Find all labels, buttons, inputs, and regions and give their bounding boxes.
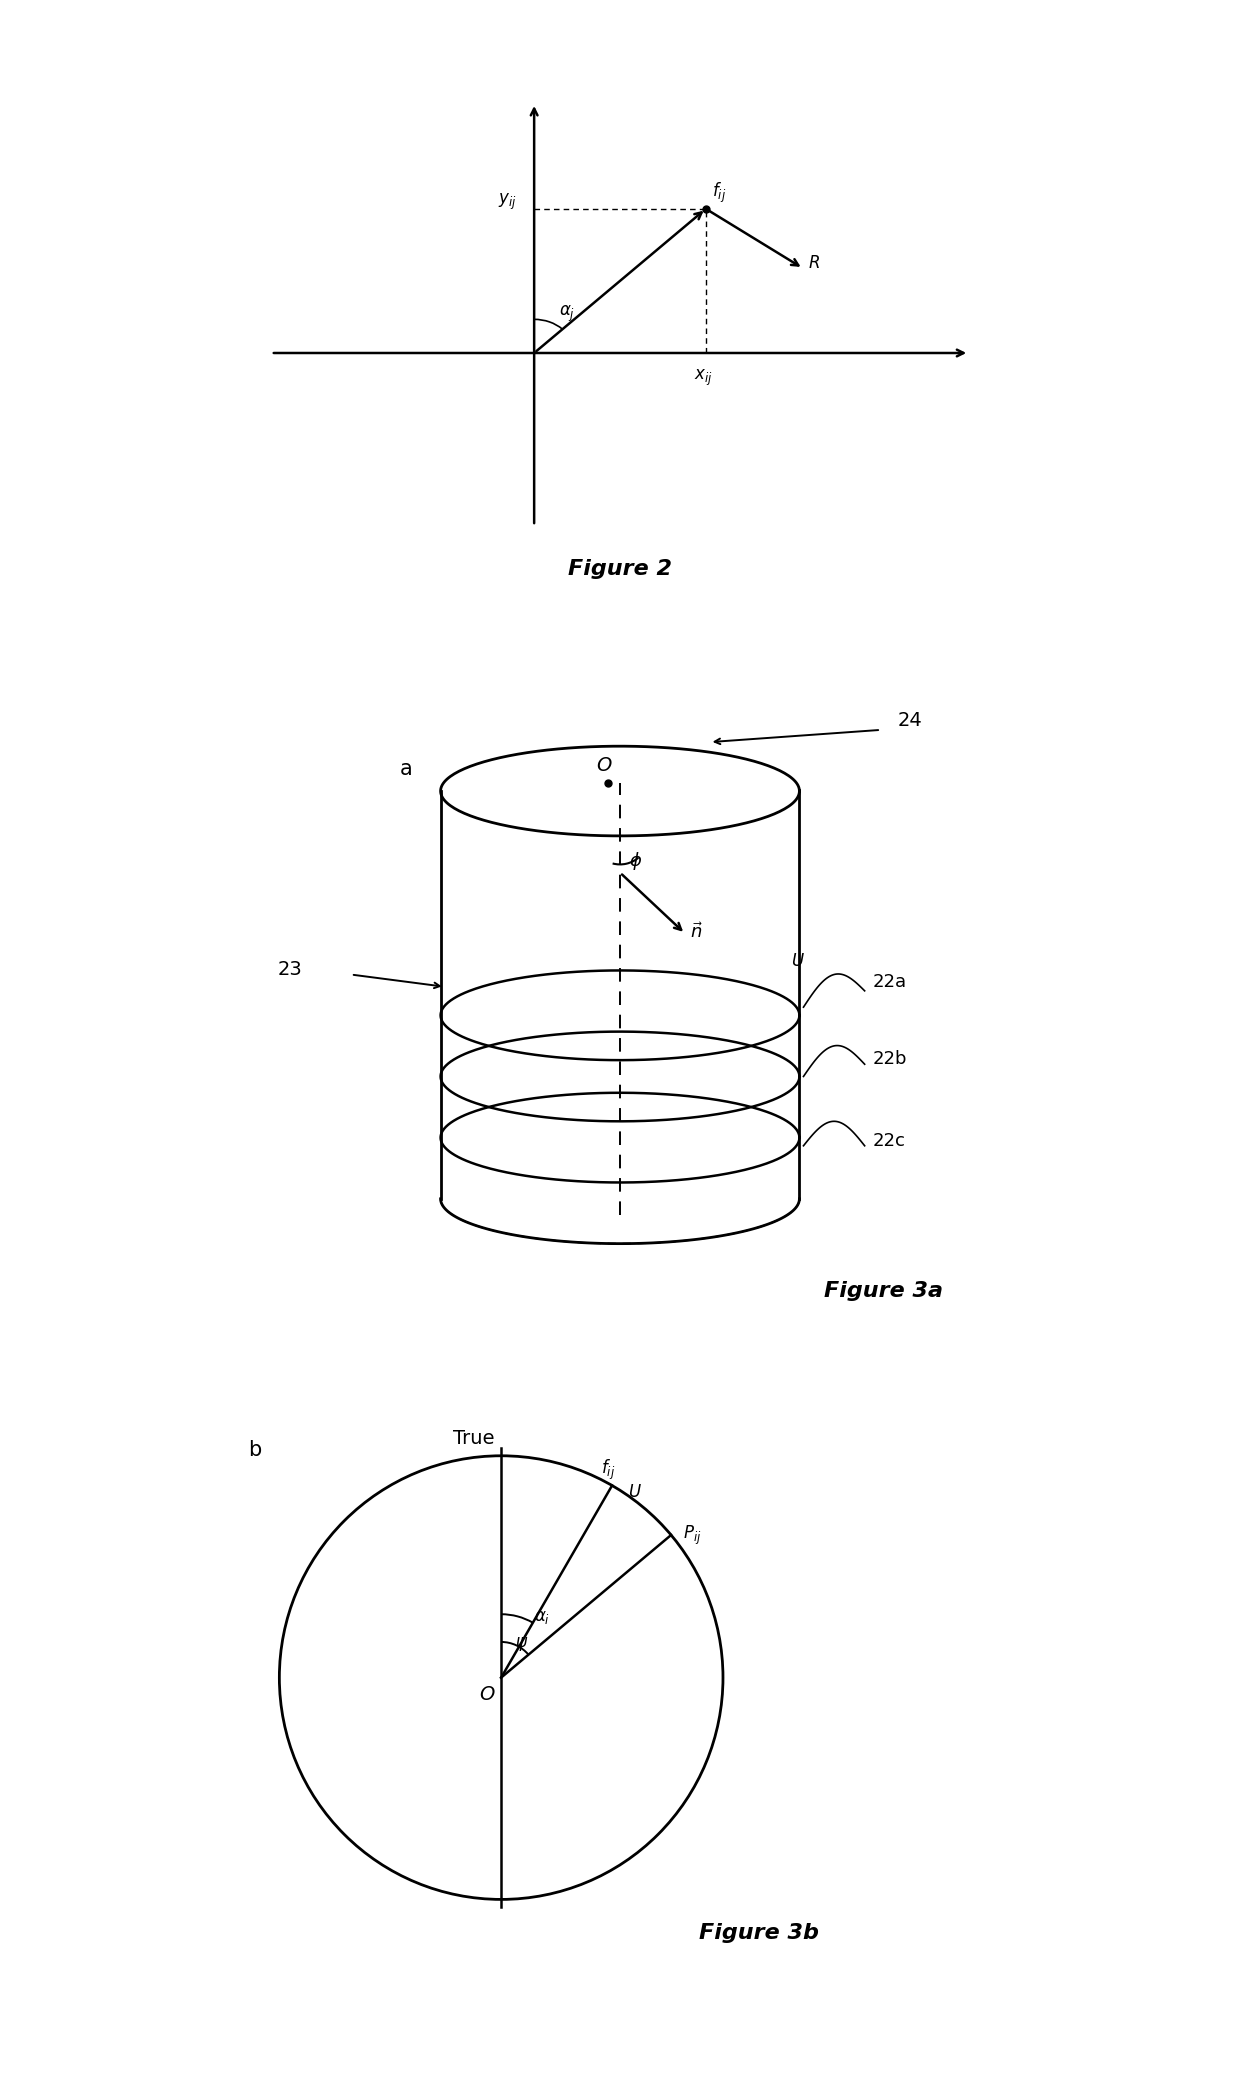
Text: $\alpha_j$: $\alpha_j$ — [559, 304, 575, 325]
Text: True: True — [453, 1428, 495, 1447]
Text: 24: 24 — [898, 711, 923, 730]
Text: R: R — [808, 254, 821, 273]
Text: b: b — [248, 1441, 260, 1460]
Text: 22a: 22a — [873, 973, 906, 990]
Text: $P_{ij}$: $P_{ij}$ — [683, 1525, 702, 1548]
Text: U: U — [627, 1483, 640, 1501]
Text: a: a — [399, 759, 413, 778]
Text: $\vec{n}$: $\vec{n}$ — [691, 923, 703, 942]
Text: $f_{ij}$: $f_{ij}$ — [712, 180, 725, 206]
Text: 23: 23 — [278, 960, 303, 979]
Text: O: O — [596, 755, 611, 774]
Text: ψ: ψ — [516, 1634, 527, 1652]
Text: $x_{ij}$: $x_{ij}$ — [694, 367, 713, 388]
Text: U: U — [791, 952, 804, 971]
Text: Figure 3a: Figure 3a — [823, 1281, 942, 1300]
Text: 22b: 22b — [873, 1051, 908, 1067]
Text: ϕ: ϕ — [630, 851, 641, 870]
Text: Figure 3b: Figure 3b — [699, 1923, 820, 1944]
Text: O: O — [479, 1684, 495, 1703]
Text: $y_{ij}$: $y_{ij}$ — [498, 191, 517, 212]
Text: $\alpha_i$: $\alpha_i$ — [534, 1608, 551, 1625]
Text: $f_{ij}$: $f_{ij}$ — [601, 1457, 615, 1483]
Text: 22c: 22c — [873, 1132, 905, 1149]
Text: Figure 2: Figure 2 — [568, 558, 672, 579]
